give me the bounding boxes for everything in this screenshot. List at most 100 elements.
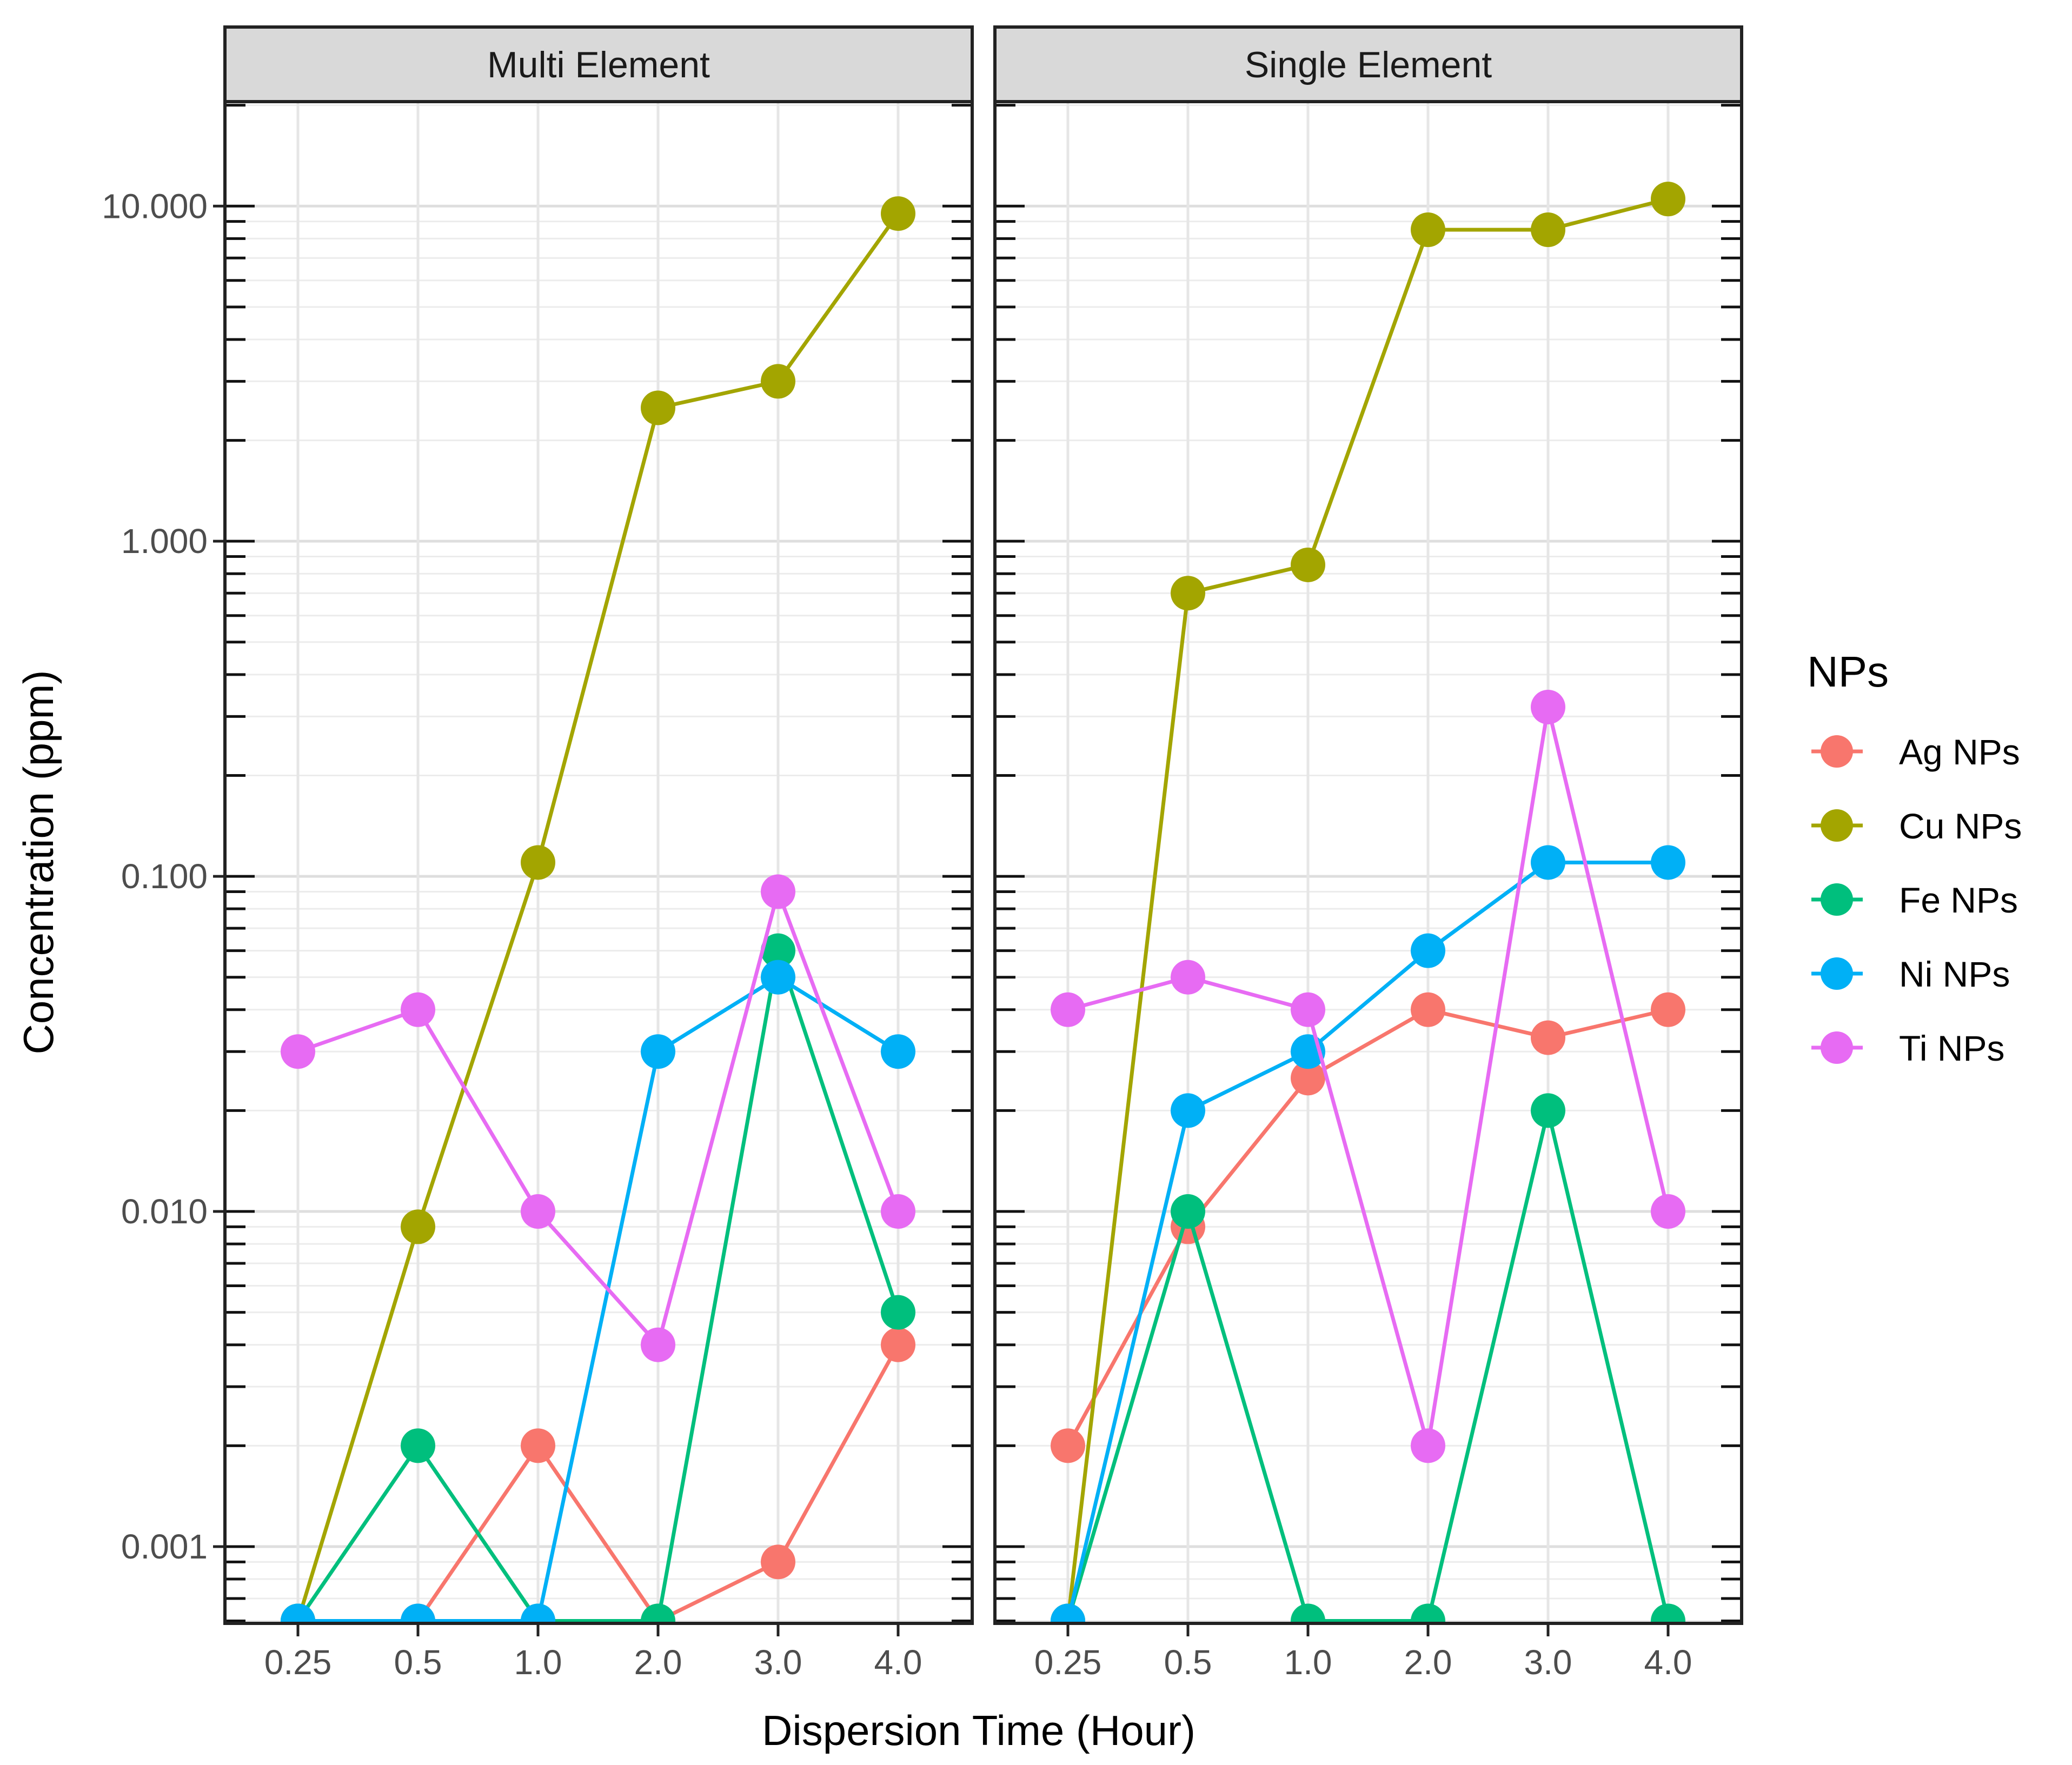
data-point-ti-nps (881, 1194, 915, 1229)
legend-key-marker (1821, 883, 1853, 916)
data-point-cu-nps (1291, 547, 1325, 582)
legend-item-cu-nps: Cu NPs (1811, 806, 2022, 846)
series-ni-nps (281, 960, 915, 1623)
legend-key-marker (1821, 735, 1853, 768)
x-tick-label: 0.25 (264, 1643, 332, 1682)
data-point-cu-nps (641, 390, 675, 425)
grid (225, 102, 972, 1623)
x-tick-label: 4.0 (874, 1643, 922, 1682)
legend-label: Fe NPs (1899, 880, 2018, 920)
data-point-ni-nps (521, 1603, 555, 1623)
x-tick-label: 2.0 (1404, 1643, 1452, 1682)
data-point-cu-nps (521, 845, 555, 880)
data-point-ni-nps (1171, 1093, 1205, 1128)
y-tick-label: 10.000 (102, 187, 208, 225)
x-tick-label: 0.5 (394, 1643, 442, 1682)
data-point-ag-nps (881, 1327, 915, 1362)
data-point-cu-nps (761, 364, 795, 399)
data-point-ag-nps (1291, 1061, 1325, 1096)
series-line-ni-nps (1066, 860, 1668, 1622)
series-line-fe-nps (1066, 1108, 1670, 1623)
y-tick-label: 0.010 (121, 1192, 208, 1231)
data-point-ni-nps (281, 1603, 315, 1623)
data-point-ti-nps (401, 992, 435, 1027)
data-point-ni-nps (881, 1034, 915, 1069)
facet-strip (223, 25, 974, 103)
data-point-cu-nps (1171, 576, 1205, 611)
y-tick-label: 1.000 (121, 522, 208, 561)
data-point-ti-nps (1651, 1194, 1685, 1229)
data-point-ti-nps (1171, 960, 1205, 995)
data-point-fe-nps (1651, 1603, 1685, 1623)
data-point-ni-nps (641, 1034, 675, 1069)
data-point-ag-nps (1651, 992, 1685, 1027)
legend-item-ni-nps: Ni NPs (1811, 954, 2010, 994)
data-point-fe-nps (1171, 1194, 1205, 1229)
series-ni-nps (1051, 845, 1685, 1623)
data-point-cu-nps (1651, 182, 1685, 217)
x-tick-label: 1.0 (1284, 1643, 1332, 1682)
data-point-ti-nps (281, 1034, 315, 1069)
legend-label: Ti NPs (1899, 1028, 2005, 1068)
data-point-ag-nps (1531, 1020, 1565, 1055)
legend-item-fe-nps: Fe NPs (1811, 880, 2018, 920)
x-axis: 0.25 0.5 1.0 2.0 3.0 4.0 (1034, 1623, 1692, 1682)
data-point-ni-nps (1411, 933, 1445, 968)
data-point-fe-nps (1531, 1093, 1565, 1128)
series-line-fe-nps (296, 949, 900, 1623)
x-tick-label: 2.0 (634, 1643, 682, 1682)
panel-multi-element: Multi Element 0.25 0.5 1.0 2.0 3.0 4.0 (223, 25, 974, 1682)
data-point-cu-nps (1411, 212, 1445, 248)
data-point-fe-nps (401, 1428, 435, 1463)
data-point-cu-nps (881, 196, 915, 231)
data-point-ni-nps (1651, 845, 1685, 880)
series-ti-nps (281, 874, 915, 1362)
series-layer (281, 196, 915, 1623)
y-axis: 10.000 1.000 0.100 0.010 0.001 (102, 187, 225, 1566)
legend-key-marker (1821, 957, 1853, 990)
series-fe-nps (281, 933, 915, 1623)
data-point-ti-nps (1531, 689, 1565, 724)
x-tick-label: 1.0 (514, 1643, 562, 1682)
legend-label: Cu NPs (1899, 806, 2022, 846)
x-tick-label: 0.25 (1034, 1643, 1102, 1682)
data-point-fe-nps (761, 933, 795, 968)
series-line-ti-nps (1067, 705, 1670, 1448)
x-axis: 0.25 0.5 1.0 2.0 3.0 4.0 (264, 1623, 922, 1682)
legend-label: Ni NPs (1899, 954, 2010, 994)
series-cu-nps (1051, 182, 1685, 1623)
data-point-ag-nps (1051, 1428, 1085, 1463)
data-point-ti-nps (641, 1327, 675, 1362)
series-line-ti-nps (297, 889, 900, 1347)
y-axis-title: Concentration (ppm) (15, 670, 62, 1055)
x-axis-title: Dispersion Time (Hour) (762, 1707, 1196, 1754)
data-point-cu-nps (401, 1209, 435, 1244)
series-cu-nps (281, 196, 915, 1623)
x-tick-label: 0.5 (1164, 1643, 1212, 1682)
data-point-fe-nps (1291, 1603, 1325, 1623)
data-point-fe-nps (881, 1295, 915, 1330)
data-point-fe-nps (1411, 1603, 1445, 1623)
legend-label: Ag NPs (1899, 732, 2020, 772)
panel-y-ticks (225, 104, 972, 1622)
facet-title: Single Element (1245, 44, 1492, 85)
legend-key-marker (1821, 1031, 1853, 1064)
series-line-cu-nps (296, 212, 900, 1622)
data-point-ti-nps (1291, 992, 1325, 1027)
y-tick-label: 0.001 (121, 1527, 208, 1566)
data-point-cu-nps (1531, 212, 1565, 248)
series-line-ni-nps (298, 975, 899, 1623)
data-point-ag-nps (761, 1544, 795, 1580)
series-ti-nps (1051, 689, 1685, 1463)
legend-item-ti-nps: Ti NPs (1811, 1028, 2005, 1068)
legend-item-ag-nps: Ag NPs (1811, 732, 2020, 772)
legend-key-marker (1821, 809, 1853, 842)
data-point-ni-nps (761, 960, 795, 995)
data-point-ni-nps (1051, 1603, 1085, 1623)
data-point-ag-nps (1411, 992, 1445, 1027)
